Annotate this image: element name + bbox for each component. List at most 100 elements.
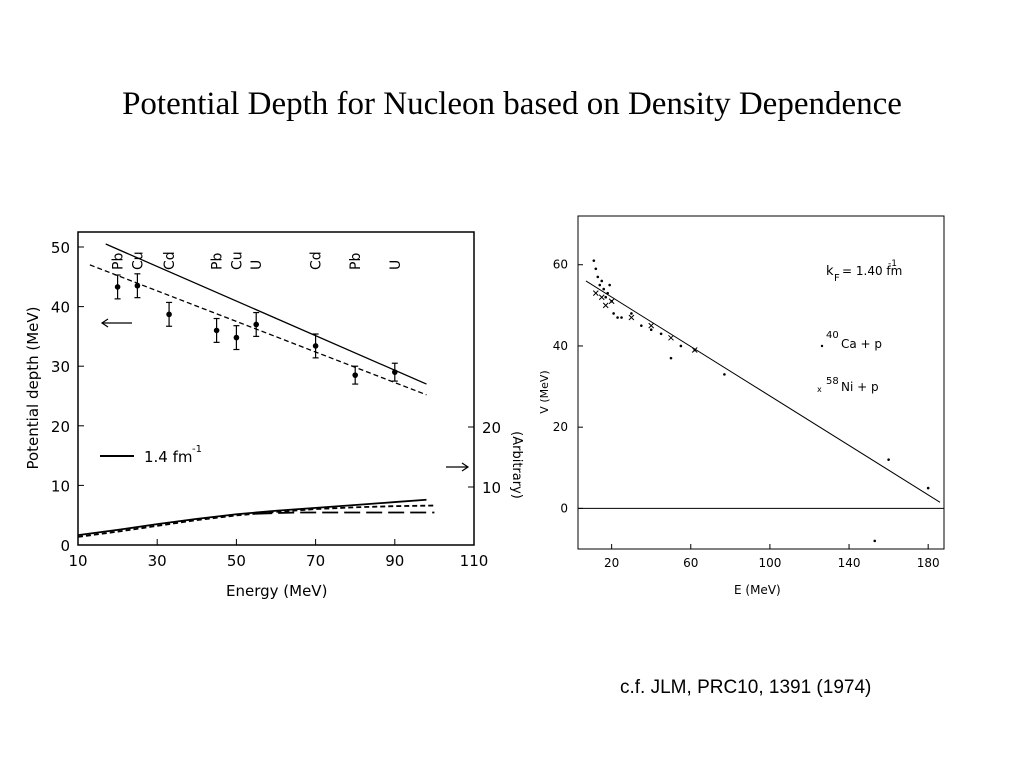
y2-tick-label: 20 bbox=[482, 419, 501, 437]
legend-label-sup: -1 bbox=[192, 444, 202, 455]
y-tick-label: 10 bbox=[51, 477, 70, 495]
nucleus-label: U bbox=[388, 260, 404, 270]
legend-ca-marker bbox=[820, 344, 824, 348]
ca-data-point bbox=[606, 291, 609, 295]
y-tick-label: 20 bbox=[51, 418, 70, 436]
x-tick-label: 140 bbox=[838, 556, 861, 570]
left-y2-axis-title: (Arbitrary) bbox=[509, 431, 524, 499]
data-point bbox=[253, 321, 259, 328]
data-point bbox=[166, 311, 172, 318]
y-tick-label: 40 bbox=[51, 299, 70, 317]
data-point bbox=[233, 334, 240, 341]
left-x-axis-title: Energy (MeV) bbox=[226, 582, 327, 600]
y-tick-label: 20 bbox=[553, 420, 568, 434]
fit-line bbox=[585, 280, 941, 503]
citation: c.f. JLM, PRC10, 1391 (1974) bbox=[620, 677, 872, 698]
nucleus-label: U bbox=[249, 260, 265, 270]
x-tick-label: 20 bbox=[604, 556, 619, 570]
series-line-solid-right bbox=[77, 498, 427, 537]
right-arrow-icon bbox=[446, 462, 470, 472]
ca-data-point bbox=[598, 283, 602, 287]
data-point bbox=[134, 282, 141, 289]
right-chart-frame bbox=[577, 215, 945, 550]
ca-data-point bbox=[600, 279, 604, 283]
ni-data-point bbox=[592, 290, 599, 297]
ca-data-point bbox=[596, 275, 600, 279]
ni-data-point bbox=[668, 334, 674, 341]
legend-ni-text: Ni + p bbox=[841, 380, 879, 394]
series-line-longdash-right bbox=[256, 511, 435, 515]
x-tick-label: 90 bbox=[385, 552, 404, 570]
x-tick-label: 180 bbox=[917, 556, 940, 570]
nucleus-label: Pb bbox=[210, 253, 226, 270]
kf-superscript: -1 bbox=[888, 259, 897, 269]
ca-data-point bbox=[608, 283, 611, 287]
x-tick-label: 110 bbox=[460, 552, 489, 570]
x-tick-label: 50 bbox=[227, 552, 246, 570]
legend-ca-text: Ca + p bbox=[841, 337, 882, 351]
data-point bbox=[312, 343, 319, 349]
ni-data-point bbox=[598, 294, 605, 301]
ca-data-point bbox=[616, 316, 619, 319]
kf-subscript: F bbox=[834, 273, 840, 284]
ni-data-point bbox=[648, 322, 655, 329]
data-point bbox=[114, 284, 121, 290]
data-point bbox=[392, 369, 398, 375]
ca-data-point bbox=[887, 458, 890, 461]
x-tick-label: 10 bbox=[68, 552, 87, 570]
ca-data-point bbox=[669, 356, 673, 360]
y-tick-label: 50 bbox=[51, 239, 70, 257]
ca-data-point bbox=[649, 328, 653, 332]
ca-data-point bbox=[723, 373, 726, 376]
legend-ca-sup: 40 bbox=[826, 330, 839, 341]
x-tick-label: 30 bbox=[148, 552, 167, 570]
y-tick-label: 0 bbox=[560, 501, 568, 515]
x-tick-label: 70 bbox=[306, 552, 325, 570]
ni-data-point bbox=[628, 314, 635, 321]
data-point bbox=[213, 327, 220, 334]
ca-data-point bbox=[640, 324, 643, 327]
ni-data-point bbox=[602, 302, 609, 309]
nucleus-label: Pb bbox=[111, 253, 127, 270]
left-y-axis-title: Potential depth (MeV) bbox=[24, 306, 42, 469]
ca-data-point bbox=[604, 295, 607, 299]
series-line-dashed-left bbox=[89, 264, 427, 396]
ni-data-point bbox=[608, 298, 615, 305]
ca-data-point bbox=[926, 486, 930, 490]
right-plot-area: 20 60 100 140 180 0 20 40 60 bbox=[553, 258, 944, 570]
ca-data-point bbox=[594, 267, 598, 271]
ca-data-point bbox=[612, 312, 615, 315]
y-tick-label: 40 bbox=[553, 339, 568, 353]
y-tick-label: 60 bbox=[553, 258, 568, 272]
ca-data-point bbox=[659, 332, 663, 336]
ca-data-point bbox=[679, 344, 683, 348]
nucleus-label: Cu bbox=[229, 251, 245, 270]
legend-label: 1.4 fm bbox=[144, 448, 193, 466]
y2-tick-label: 10 bbox=[482, 479, 501, 497]
series-line-solid-left bbox=[105, 243, 427, 385]
nucleus-label: Cd bbox=[309, 251, 325, 270]
data-point bbox=[352, 372, 359, 378]
y-tick-label: 0 bbox=[60, 537, 70, 555]
legend-ni-sup: 58 bbox=[826, 376, 839, 387]
kf-value: = 1.40 fm bbox=[842, 264, 902, 278]
x-tick-label: 60 bbox=[683, 556, 698, 570]
y-tick-label: 30 bbox=[51, 358, 70, 376]
x-tick-label: 100 bbox=[758, 556, 781, 570]
ca-data-point bbox=[620, 316, 623, 319]
ca-data-point bbox=[592, 259, 596, 262]
nucleus-label: Pb bbox=[348, 253, 364, 270]
legend-ni-marker: x bbox=[817, 385, 822, 394]
ca-data-point bbox=[630, 312, 633, 315]
series-line-dashed-right bbox=[77, 504, 435, 538]
left-chart-frame bbox=[77, 231, 475, 546]
ni-data-point bbox=[691, 347, 698, 353]
ca-data-point bbox=[873, 539, 877, 543]
left-arrow-icon bbox=[100, 318, 132, 328]
right-y-axis-title: V (MeV) bbox=[538, 370, 551, 413]
slide-title: Potential Depth for Nucleon based on Den… bbox=[122, 86, 902, 122]
right-x-axis-title: E (MeV) bbox=[734, 583, 781, 597]
ca-data-point bbox=[602, 287, 606, 291]
